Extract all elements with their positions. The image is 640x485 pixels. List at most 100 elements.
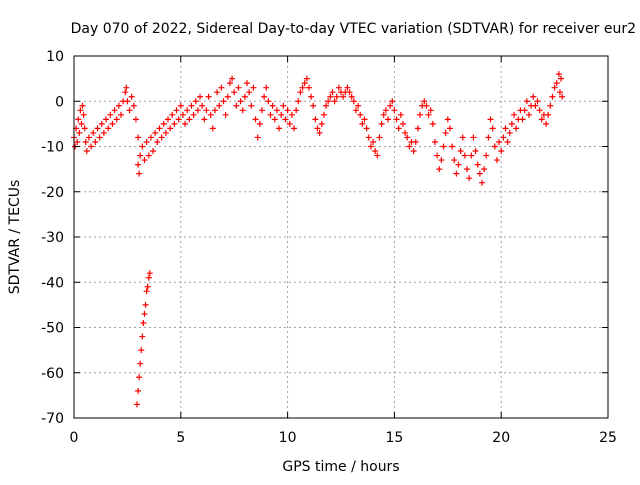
data-point	[305, 84, 312, 91]
data-point	[556, 89, 563, 96]
data-point	[252, 116, 259, 123]
data-point	[244, 80, 251, 87]
data-point	[207, 111, 214, 118]
data-point	[325, 98, 332, 105]
data-point	[323, 102, 330, 109]
data-point	[559, 93, 566, 100]
data-point	[357, 111, 364, 118]
data-point	[308, 93, 315, 100]
data-point	[464, 166, 471, 173]
data-point	[487, 116, 494, 123]
data-point	[378, 120, 385, 127]
data-point	[175, 116, 182, 123]
data-point	[547, 102, 554, 109]
data-point	[135, 161, 142, 168]
data-point	[140, 319, 147, 326]
data-point	[203, 107, 210, 114]
data-point	[146, 270, 153, 277]
data-point	[376, 134, 383, 141]
x-tick-label: 20	[492, 430, 510, 446]
data-point	[395, 125, 402, 132]
data-point	[235, 84, 242, 91]
data-point	[352, 107, 359, 114]
data-point	[109, 120, 116, 127]
x-tick-label: 0	[70, 430, 79, 446]
data-point	[310, 102, 317, 109]
data-point	[222, 111, 229, 118]
y-axis-label: SDTVAR / TECUs	[7, 180, 23, 295]
y-tick-label: -50	[41, 321, 64, 337]
data-point	[143, 138, 150, 145]
data-point	[75, 116, 82, 123]
y-tick-label: -60	[41, 366, 64, 382]
data-point	[186, 116, 193, 123]
data-point	[558, 75, 565, 82]
data-point	[340, 93, 347, 100]
data-point	[111, 107, 118, 114]
data-point	[498, 148, 505, 155]
data-point	[278, 111, 285, 118]
data-point	[139, 333, 146, 340]
data-point	[171, 120, 178, 127]
data-point	[173, 107, 180, 114]
data-point	[393, 116, 400, 123]
data-point	[331, 98, 338, 105]
data-point	[184, 107, 191, 114]
data-point	[117, 111, 124, 118]
data-point	[167, 125, 174, 132]
data-point	[493, 157, 500, 164]
data-point	[141, 310, 148, 317]
data-point	[431, 138, 438, 145]
data-point	[444, 116, 451, 123]
data-point	[551, 84, 558, 91]
data-point	[291, 125, 298, 132]
data-point	[226, 80, 233, 87]
data-point	[197, 93, 204, 100]
y-tick-label: -70	[41, 411, 64, 427]
data-point	[100, 129, 107, 136]
data-point	[263, 84, 270, 91]
data-point	[158, 134, 165, 141]
data-point	[391, 107, 398, 114]
data-point	[113, 116, 120, 123]
data-point	[434, 152, 441, 159]
data-point	[220, 98, 227, 105]
data-point	[122, 89, 129, 96]
data-point	[74, 138, 81, 145]
tick-layer: 0 5 10 15 20 25 10 0 -10 -20 -30 -40 -50 -60 -70	[41, 49, 617, 446]
data-point	[258, 107, 265, 114]
data-point	[355, 102, 362, 109]
data-point	[370, 138, 377, 145]
data-point	[348, 93, 355, 100]
data-point	[192, 98, 199, 105]
data-point	[107, 111, 114, 118]
data-point	[436, 166, 443, 173]
data-point	[367, 143, 374, 150]
y-tick-label: -30	[41, 230, 64, 246]
data-point	[470, 134, 477, 141]
data-point	[297, 89, 304, 96]
data-point	[152, 129, 159, 136]
data-point	[216, 102, 223, 109]
data-point	[350, 98, 357, 105]
data-point	[261, 93, 268, 100]
data-point	[282, 116, 289, 123]
data-point	[380, 111, 387, 118]
data-point	[455, 161, 462, 168]
x-axis-label: GPS time / hours	[282, 459, 399, 475]
y-tick-label: -20	[41, 185, 64, 201]
data-point	[481, 166, 488, 173]
y-tick-label: -10	[41, 140, 64, 156]
data-point	[105, 125, 112, 132]
data-point	[363, 125, 370, 132]
data-point	[286, 120, 293, 127]
data-point	[141, 157, 148, 164]
data-point	[143, 288, 150, 295]
data-point	[525, 111, 532, 118]
data-point	[254, 134, 261, 141]
data-point	[478, 179, 485, 186]
data-point	[483, 152, 490, 159]
data-point	[233, 102, 240, 109]
data-point	[446, 125, 453, 132]
